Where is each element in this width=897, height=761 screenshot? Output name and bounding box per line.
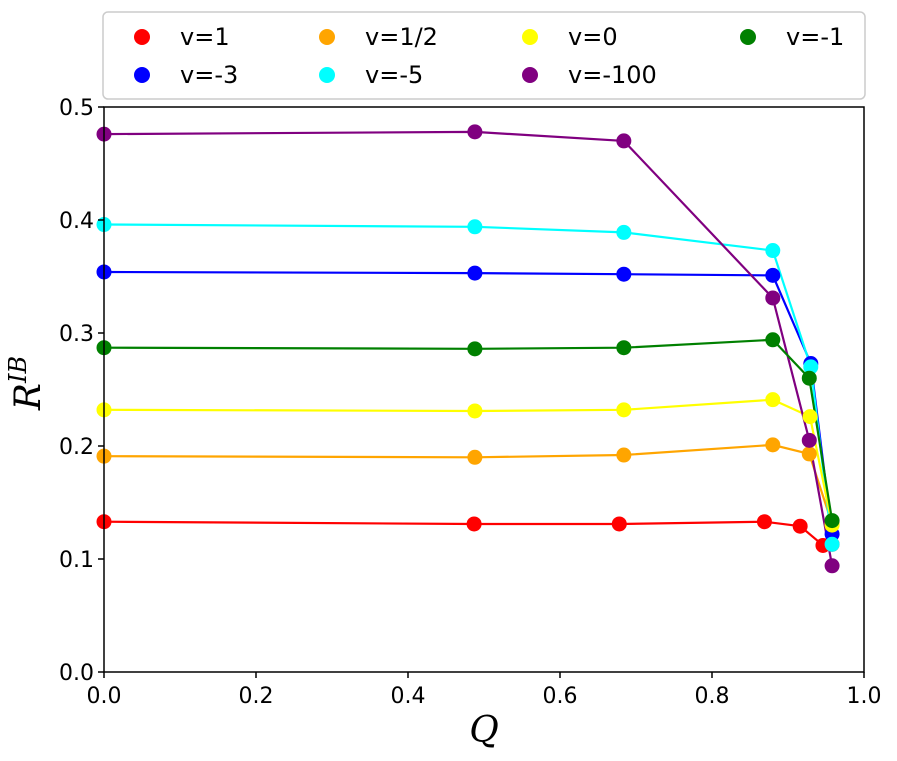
data-point (616, 133, 632, 149)
legend-marker (134, 67, 150, 83)
legend-marker (319, 67, 335, 83)
series-layer (96, 124, 840, 574)
data-point (801, 446, 817, 462)
svg-text:RIB: RIB (4, 356, 49, 411)
x-tick-label: 0.6 (543, 684, 578, 709)
data-point (756, 514, 772, 530)
y-tick-label: 0.2 (59, 435, 94, 460)
data-point (616, 266, 632, 282)
series-line-6 (103, 338, 834, 521)
x-tick-label: 0.8 (695, 684, 730, 709)
data-point (801, 432, 817, 448)
data-point (824, 558, 840, 574)
legend-marker (319, 29, 335, 45)
data-point (616, 402, 632, 418)
data-point (802, 409, 818, 425)
x-tick-label: 1.0 (847, 684, 882, 709)
legend-label: v=-5 (365, 61, 423, 89)
y-tick-label: 0.0 (59, 661, 94, 686)
data-point (765, 290, 781, 306)
legend-label: v=-100 (568, 61, 657, 89)
data-point (824, 513, 840, 529)
legend-label: v=-3 (180, 61, 238, 89)
series-line-5 (103, 130, 834, 566)
y-axis-title-sup: IB (4, 356, 32, 384)
data-point (467, 265, 483, 281)
data-point (765, 332, 781, 348)
series-line-4 (103, 398, 834, 526)
y-tick-label: 0.5 (59, 96, 94, 121)
legend-label: v=0 (568, 23, 618, 51)
data-point (801, 370, 817, 386)
plot-frame (103, 106, 865, 673)
data-point (467, 124, 483, 140)
x-tick-label: 0.4 (391, 684, 426, 709)
data-point (765, 243, 781, 259)
legend-marker (522, 67, 538, 83)
data-point (466, 516, 482, 532)
data-point (616, 224, 632, 240)
y-axis-title: RIB (4, 356, 49, 411)
data-point (616, 340, 632, 356)
legend-marker (522, 29, 538, 45)
data-point (792, 518, 808, 534)
series-line-3 (103, 223, 834, 545)
legend-marker (134, 29, 150, 45)
data-point (467, 403, 483, 419)
legend: v=1 v=-3 v=1/2 v=-5 v=0 v=-100 v=-1 (102, 11, 866, 100)
x-tick-label: 0.0 (87, 684, 122, 709)
data-point (765, 392, 781, 408)
x-axis-title: Q (469, 710, 499, 751)
data-point (803, 359, 819, 375)
data-point (611, 516, 627, 532)
y-tick-label: 0.3 (59, 322, 94, 347)
legend-box (102, 11, 866, 100)
legend-label: v=1/2 (365, 23, 438, 51)
x-tick-label: 0.2 (239, 684, 274, 709)
data-point (765, 267, 781, 283)
data-point (467, 341, 483, 357)
y-axis-title-base: R (8, 383, 49, 411)
data-point (467, 449, 483, 465)
data-point (824, 536, 840, 552)
data-point (616, 447, 632, 463)
axis-layer: 0.0 0.2 0.4 0.6 0.8 1.0 0.0 0.1 0.2 0.3 0.4 0.5 (59, 96, 882, 709)
data-point (765, 437, 781, 453)
legend-marker (740, 29, 756, 45)
data-point (467, 219, 483, 235)
y-tick-label: 0.4 (59, 209, 94, 234)
y-tick-label: 0.1 (59, 548, 94, 573)
legend-label: v=1 (180, 23, 230, 51)
legend-label: v=-1 (786, 23, 844, 51)
